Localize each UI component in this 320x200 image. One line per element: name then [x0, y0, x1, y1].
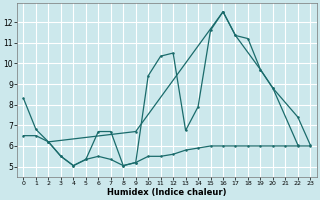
X-axis label: Humidex (Indice chaleur): Humidex (Indice chaleur): [107, 188, 227, 197]
